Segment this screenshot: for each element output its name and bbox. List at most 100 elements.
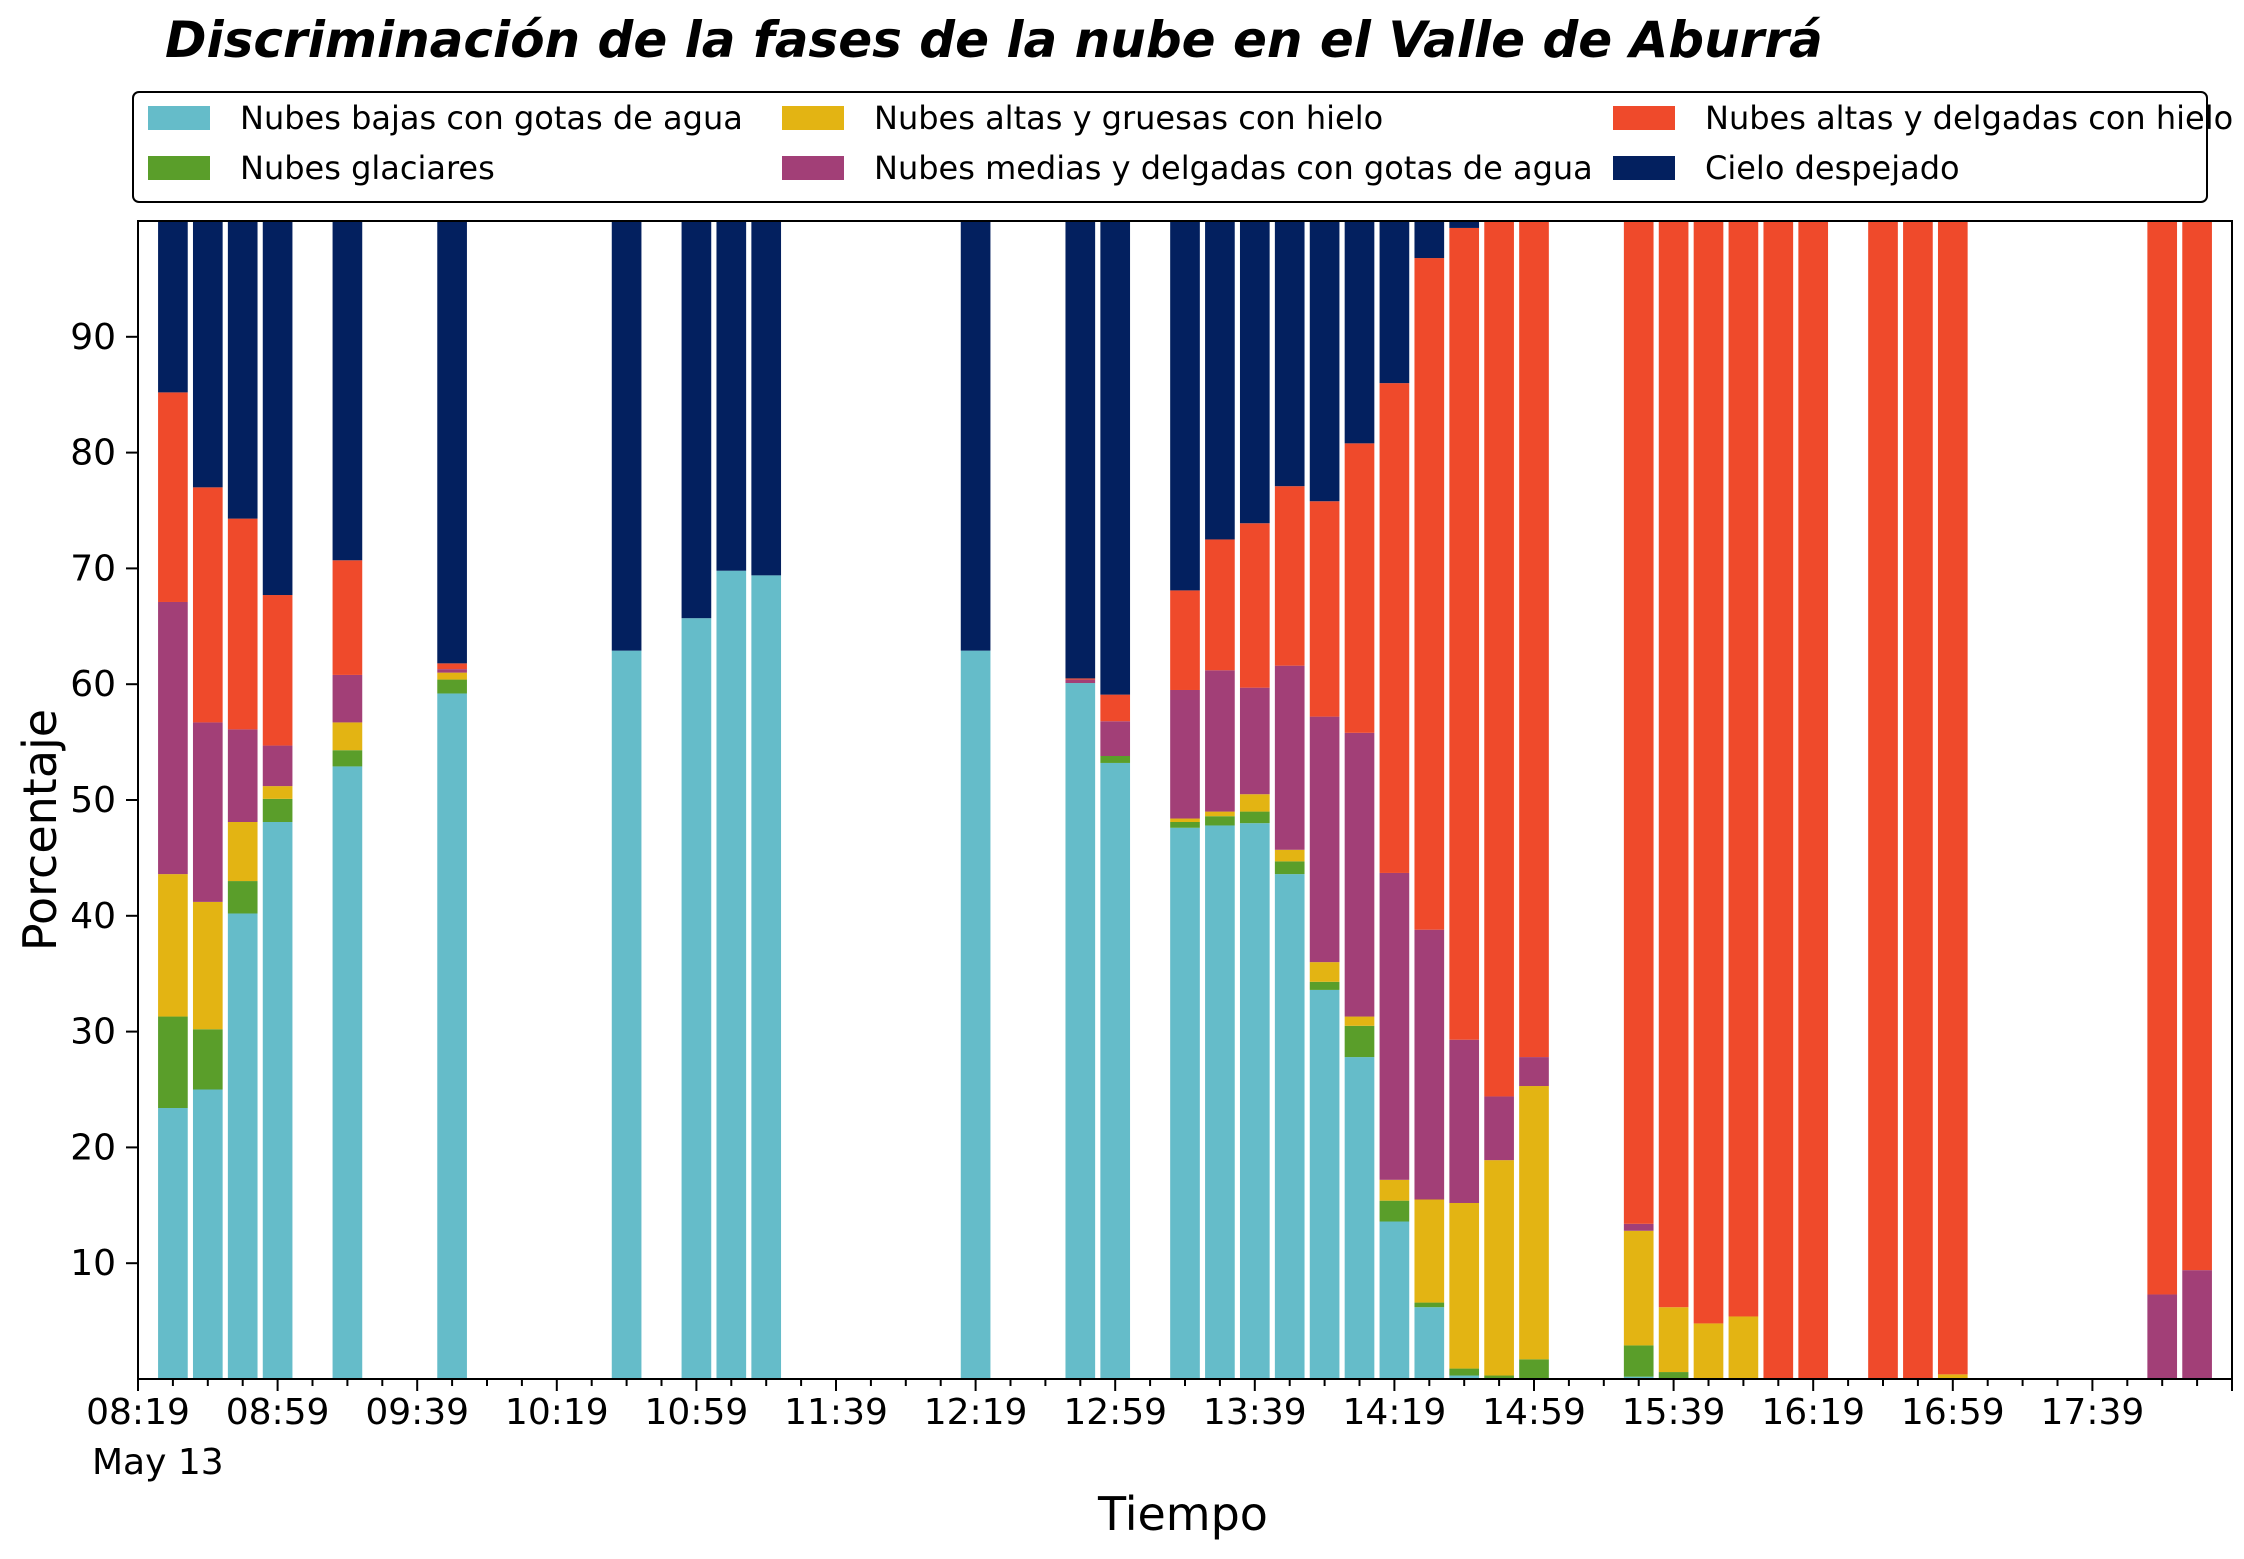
bar-segment-s1-t390 [1484,1375,1514,1379]
bar-segment-s4-t10 [158,392,188,602]
legend-swatch [1613,106,1675,130]
bar-segment-s3-t350 [1344,732,1375,1017]
bar-segment-s2-t460 [1728,1316,1759,1379]
bar-segment-s5-t340 [1309,221,1340,502]
bar-segment-s4-t310 [1205,539,1235,671]
bar-segment-s0-t350 [1344,1057,1375,1379]
bar-segment-s4-t390 [1484,221,1514,1097]
bar-segment-s0-t270 [1065,683,1096,1379]
bar-segment-s4-t30 [227,518,258,730]
bar-segment-s0-t140 [611,650,642,1379]
bar-segment-s3-t330 [1274,665,1305,850]
bar-segment-s1-t320 [1239,811,1270,824]
x-tick-label: 09:39 [365,1392,469,1433]
bar-segment-s5-t170 [716,221,747,571]
bar-segment-s4-t510 [1903,221,1933,1379]
bar-segment-s0-t40 [262,822,293,1379]
x-date-label: May 13 [92,1442,224,1483]
bar-segment-s0-t330 [1274,874,1305,1379]
x-tick-label: 10:59 [645,1392,749,1433]
bar-segment-s1-t440 [1658,1372,1689,1379]
bar-segment-s1-t10 [158,1016,188,1109]
bar-segment-s5-t240 [960,221,991,651]
bar-segment-s1-t380 [1449,1368,1480,1376]
bar-segment-s4-t590 [2182,221,2212,1271]
chart-title: Discriminación de la fases de la nube en… [165,11,1823,69]
legend-swatch [782,106,844,130]
y-axis: 10 20 30 40 50 60 70 80 90 [70,317,138,1284]
x-tick-label: 10:19 [505,1392,609,1433]
legend-label: Nubes glaciares [240,149,495,187]
legend-swatch [1613,156,1675,180]
bar-segment-s3-t310 [1205,670,1235,812]
bar-segment-s0-t300 [1170,827,1200,1379]
legend: Nubes bajas con gotas de agua Nubes glaci… [132,91,2233,203]
bar-segment-s4-t470 [1763,221,1794,1379]
bar-segment-s4-t440 [1658,221,1689,1308]
x-tick-label: 17:39 [2041,1392,2145,1433]
bar-segment-s4-t460 [1728,221,1759,1317]
bar-segment-s3-t590 [2182,1270,2212,1379]
bar-segment-s4-t580 [2147,221,2178,1295]
bar-segment-s4-t320 [1239,523,1270,688]
bar-segment-s4-t430 [1623,221,1654,1224]
bar-segment-s0-t320 [1239,823,1270,1379]
bar-segment-s3-t340 [1309,716,1340,963]
bar-segment-s1-t280 [1100,756,1131,763]
bar-segment-s0-t280 [1100,762,1131,1379]
bar-segment-s0-t30 [227,913,258,1379]
bar-segment-s1-t20 [192,1029,223,1090]
legend-label: Nubes altas y gruesas con hielo [874,99,1383,137]
x-tick-label: 16:19 [1761,1392,1865,1433]
x-tick-label: 08:59 [226,1392,330,1433]
bar-segment-s4-t400 [1519,221,1549,1058]
y-tick-label: 50 [70,780,116,821]
bar-segment-s2-t320 [1239,794,1270,812]
bar-segment-s2-t330 [1274,849,1305,862]
x-tick-label: 16:59 [1901,1392,2005,1433]
legend-frame [132,91,2208,203]
bar-segment-s0-t430 [1623,1376,1654,1379]
x-axis-label: Tiempo [1097,1487,1268,1541]
bar-segment-s5-t10 [158,221,188,393]
legend-swatch [148,106,210,130]
y-tick-label: 20 [70,1127,116,1168]
y-tick-label: 10 [70,1243,116,1284]
bar-segment-s2-t30 [227,822,258,882]
bars-group [158,221,2212,1379]
bar-segment-s4-t370 [1414,258,1445,930]
y-axis-label: Porcentaje [13,709,67,951]
bar-segment-s3-t10 [158,601,188,875]
legend-swatch [148,156,210,180]
bar-segment-s5-t140 [611,221,642,651]
bar-segment-s5-t180 [751,221,782,576]
legend-label: Cielo despejado [1705,149,1960,187]
bar-segment-s3-t370 [1414,929,1445,1200]
bar-segment-s3-t60 [332,674,363,723]
bar-segment-s2-t520 [1937,1374,1968,1379]
bar-segment-s0-t60 [332,766,363,1379]
bar-segment-s4-t270 [1065,678,1096,680]
bar-segment-s4-t360 [1379,383,1410,873]
bar-segment-s2-t360 [1379,1179,1410,1201]
bar-segment-s4-t500 [1868,221,1898,1379]
bar-segment-s2-t390 [1484,1160,1514,1376]
bar-segment-s3-t380 [1449,1039,1480,1203]
bar-segment-s4-t350 [1344,443,1375,733]
bar-segment-s3-t30 [227,729,258,822]
bar-segment-s3-t20 [192,722,223,902]
x-tick-label: 14:19 [1343,1392,1447,1433]
y-tick-label: 80 [70,433,116,474]
bar-segment-s5-t30 [227,221,258,519]
y-tick-label: 40 [70,896,116,937]
bar-segment-s1-t40 [262,798,293,822]
bar-segment-s3-t390 [1484,1096,1514,1161]
legend-label: Nubes bajas con gotas de agua [240,99,743,137]
bar-segment-s4-t280 [1100,694,1131,722]
bar-segment-s5-t20 [192,221,223,488]
bar-segment-s1-t400 [1519,1359,1549,1379]
bar-segment-s0-t380 [1449,1375,1480,1379]
bar-segment-s5-t370 [1414,221,1445,259]
bar-segment-s0-t180 [751,575,782,1379]
bar-segment-s2-t40 [262,786,293,799]
